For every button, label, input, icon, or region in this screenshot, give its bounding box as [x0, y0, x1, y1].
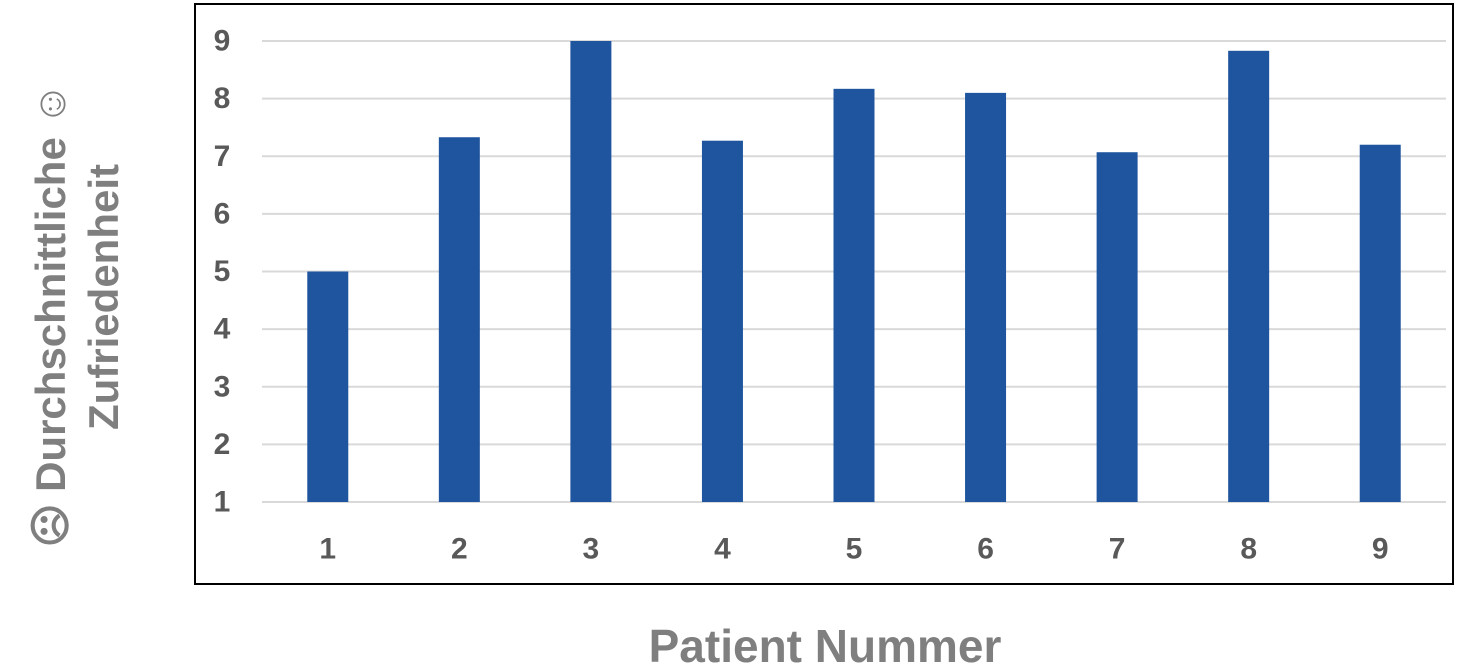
- y-axis-title-line1: ☹ Durchschnittliche ☺: [27, 83, 74, 548]
- bar-patient-6: [965, 92, 1007, 503]
- y-tick-label: 2: [214, 428, 231, 461]
- x-tick-label: 3: [583, 533, 600, 566]
- bar-patient-1: [307, 271, 349, 502]
- bar-patient-3: [570, 41, 612, 502]
- x-tick-label: 7: [1109, 533, 1126, 566]
- bar-patient-2: [438, 137, 480, 502]
- x-tick-label: 1: [319, 533, 336, 566]
- bar-patient-9: [1359, 144, 1401, 502]
- y-axis-title-line2: Zufriedenheit: [80, 164, 127, 430]
- y-tick-label: 3: [214, 370, 231, 403]
- x-tick-label: 6: [977, 533, 994, 566]
- y-tick-label: 8: [214, 82, 231, 115]
- bar-patient-5: [833, 88, 875, 503]
- x-tick-label: 4: [714, 533, 731, 566]
- x-axis-title: Patient Nummer: [649, 620, 1002, 667]
- bar-patient-7: [1096, 152, 1138, 502]
- y-tick-label: 7: [214, 140, 231, 173]
- y-tick-labels: 1 2 3 4 5 6 7 8 9: [214, 25, 231, 519]
- x-tick-label: 9: [1372, 533, 1389, 566]
- bars: [307, 41, 1401, 503]
- y-tick-label: 1: [214, 486, 231, 519]
- x-tick-label: 5: [846, 533, 863, 566]
- x-tick-label: 8: [1240, 533, 1257, 566]
- bar-patient-4: [701, 140, 743, 502]
- x-tick-labels: 1 2 3 4 5 6 7 8 9: [319, 533, 1388, 566]
- y-tick-label: 5: [214, 255, 231, 288]
- bar-patient-8: [1228, 50, 1270, 502]
- y-tick-label: 6: [214, 197, 231, 230]
- y-tick-label: 9: [214, 25, 231, 58]
- y-tick-label: 4: [214, 313, 231, 346]
- x-tick-label: 2: [451, 533, 468, 566]
